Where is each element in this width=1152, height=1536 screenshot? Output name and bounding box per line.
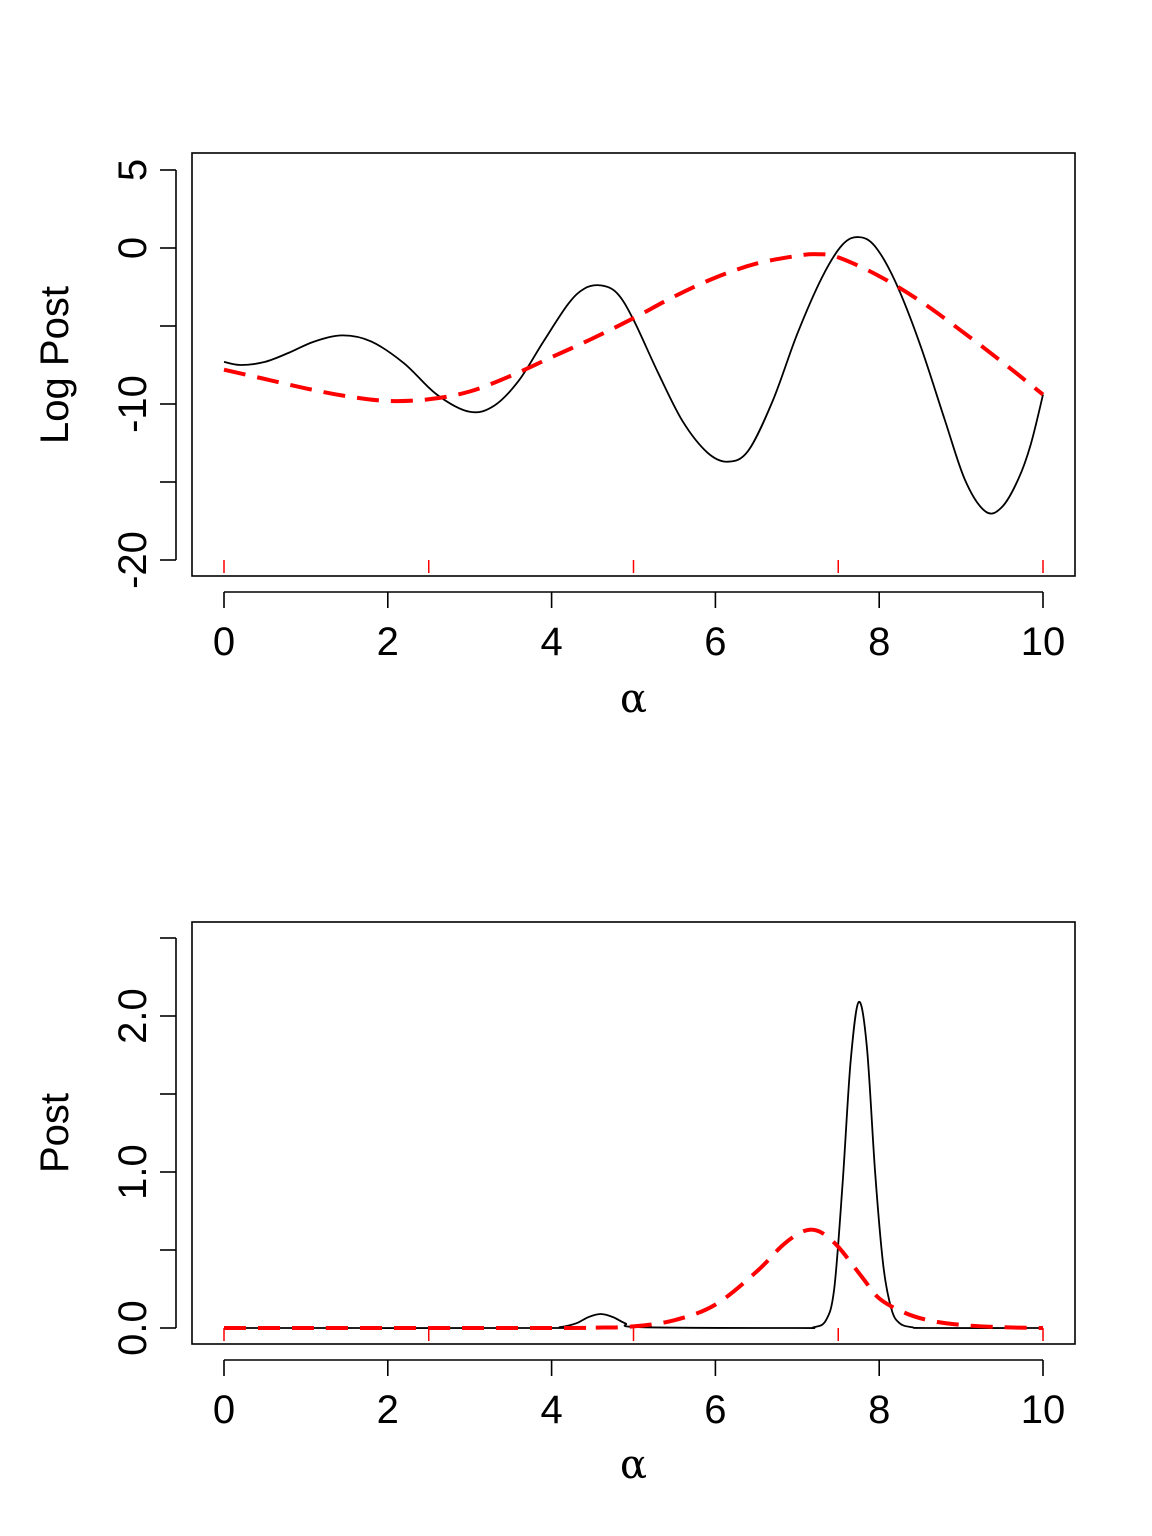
log-posterior-panel: 0 2 4 6 8 10 -20 -10 0 5 Log Post α <box>33 152 1076 722</box>
y-axis-title: Post <box>33 1093 77 1173</box>
y-tick-label: 2.0 <box>111 988 155 1044</box>
y-tick-label: 0.0 <box>111 1300 155 1356</box>
y-tick-label: -20 <box>111 531 155 589</box>
y-tick-label: -10 <box>111 375 155 433</box>
plot-frame <box>191 921 1076 1345</box>
y-axis-title: Log Post <box>33 286 77 444</box>
x-tick-label: 0 <box>213 620 235 664</box>
dashed-red-curve <box>223 1227 1044 1331</box>
x-tick-label: 8 <box>868 1388 890 1432</box>
x-tick-label: 8 <box>868 620 890 664</box>
x-tick-label: 6 <box>704 620 726 664</box>
posterior-panel: 0 2 4 6 8 10 0.0 1.0 2.0 Post α <box>33 921 1076 1488</box>
x-tick-label: 6 <box>704 1388 726 1432</box>
x-tick-label: 4 <box>540 620 562 664</box>
x-tick-label: 10 <box>1021 1388 1066 1432</box>
y-tick-label: 0 <box>111 237 155 259</box>
x-axis-title: α <box>620 1442 647 1488</box>
x-tick-label: 4 <box>540 1388 562 1432</box>
solid-black-curve <box>223 1001 1044 1329</box>
x-tick-label: 0 <box>213 1388 235 1432</box>
x-axis-title: α <box>620 676 647 722</box>
y-tick-label: 5 <box>111 159 155 181</box>
dashed-red-curve <box>223 252 1045 404</box>
x-tick-label: 10 <box>1021 620 1066 664</box>
plot-frame <box>191 152 1076 577</box>
x-tick-label: 2 <box>377 620 399 664</box>
solid-black-curve <box>223 236 1044 515</box>
y-tick-label: 1.0 <box>111 1144 155 1200</box>
x-tick-label: 2 <box>377 1388 399 1432</box>
